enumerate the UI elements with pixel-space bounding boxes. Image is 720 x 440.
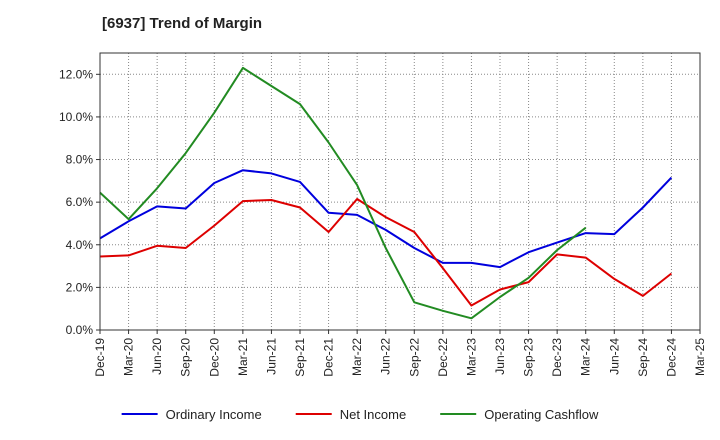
x-tick-label: Sep-21 [293,338,307,377]
y-tick-label: 6.0% [66,195,94,209]
grid-layer [100,53,700,330]
x-tick-label: Mar-25 [693,338,707,376]
y-tick-label: 8.0% [66,153,94,167]
series-layer [99,66,673,320]
x-tick-label: Dec-22 [436,338,450,377]
axis-layer: 0.0% 2.0% 4.0% 6.0% 8.0% 10.0% 12.0% Dec-19 Mar-… [59,67,707,376]
operating-cashflow-line [99,66,587,320]
x-tick-label: Jun-23 [493,338,507,375]
legend-layer: Ordinary Income Net Income Operating Cashf… [121,407,599,422]
y-tick-label: 4.0% [66,238,94,252]
net-income-line [99,198,673,307]
legend-label-ordinary-income: Ordinary Income [166,407,262,422]
plot-frame [99,52,701,331]
x-tick-label: Sep-24 [636,338,650,377]
x-tick-label: Mar-20 [122,338,136,376]
x-tick-label: Mar-22 [350,338,364,376]
x-tick-label: Dec-24 [664,338,678,377]
x-tick-label: Dec-19 [93,338,107,377]
x-tick-label: Jun-21 [264,338,278,375]
x-tick-label: Mar-23 [464,338,478,376]
x-tick-label: Dec-20 [207,338,221,377]
legend-label-net-income: Net Income [340,407,406,422]
x-tick-label: Sep-20 [179,338,193,377]
x-tick-label: Sep-22 [407,338,421,377]
legend-label-operating-cashflow: Operating Cashflow [484,407,599,422]
x-tick-label: Mar-24 [579,338,593,376]
y-tick-label: 0.0% [66,323,94,337]
chart-title: [6937] Trend of Margin [102,15,263,32]
y-tick-label: 10.0% [59,110,93,124]
x-tick-label: Sep-23 [522,338,536,377]
x-tick-label: Jun-20 [150,338,164,375]
x-tick-label: Jun-22 [379,338,393,375]
y-tick-label: 12.0% [59,67,93,81]
x-tick-label: Mar-21 [236,338,250,376]
y-tick-label: 2.0% [66,280,94,294]
x-tick-label: Dec-23 [550,338,564,377]
plot-background [100,53,700,330]
x-tick-label: Dec-21 [322,338,336,377]
x-tick-label: Jun-24 [607,338,621,375]
